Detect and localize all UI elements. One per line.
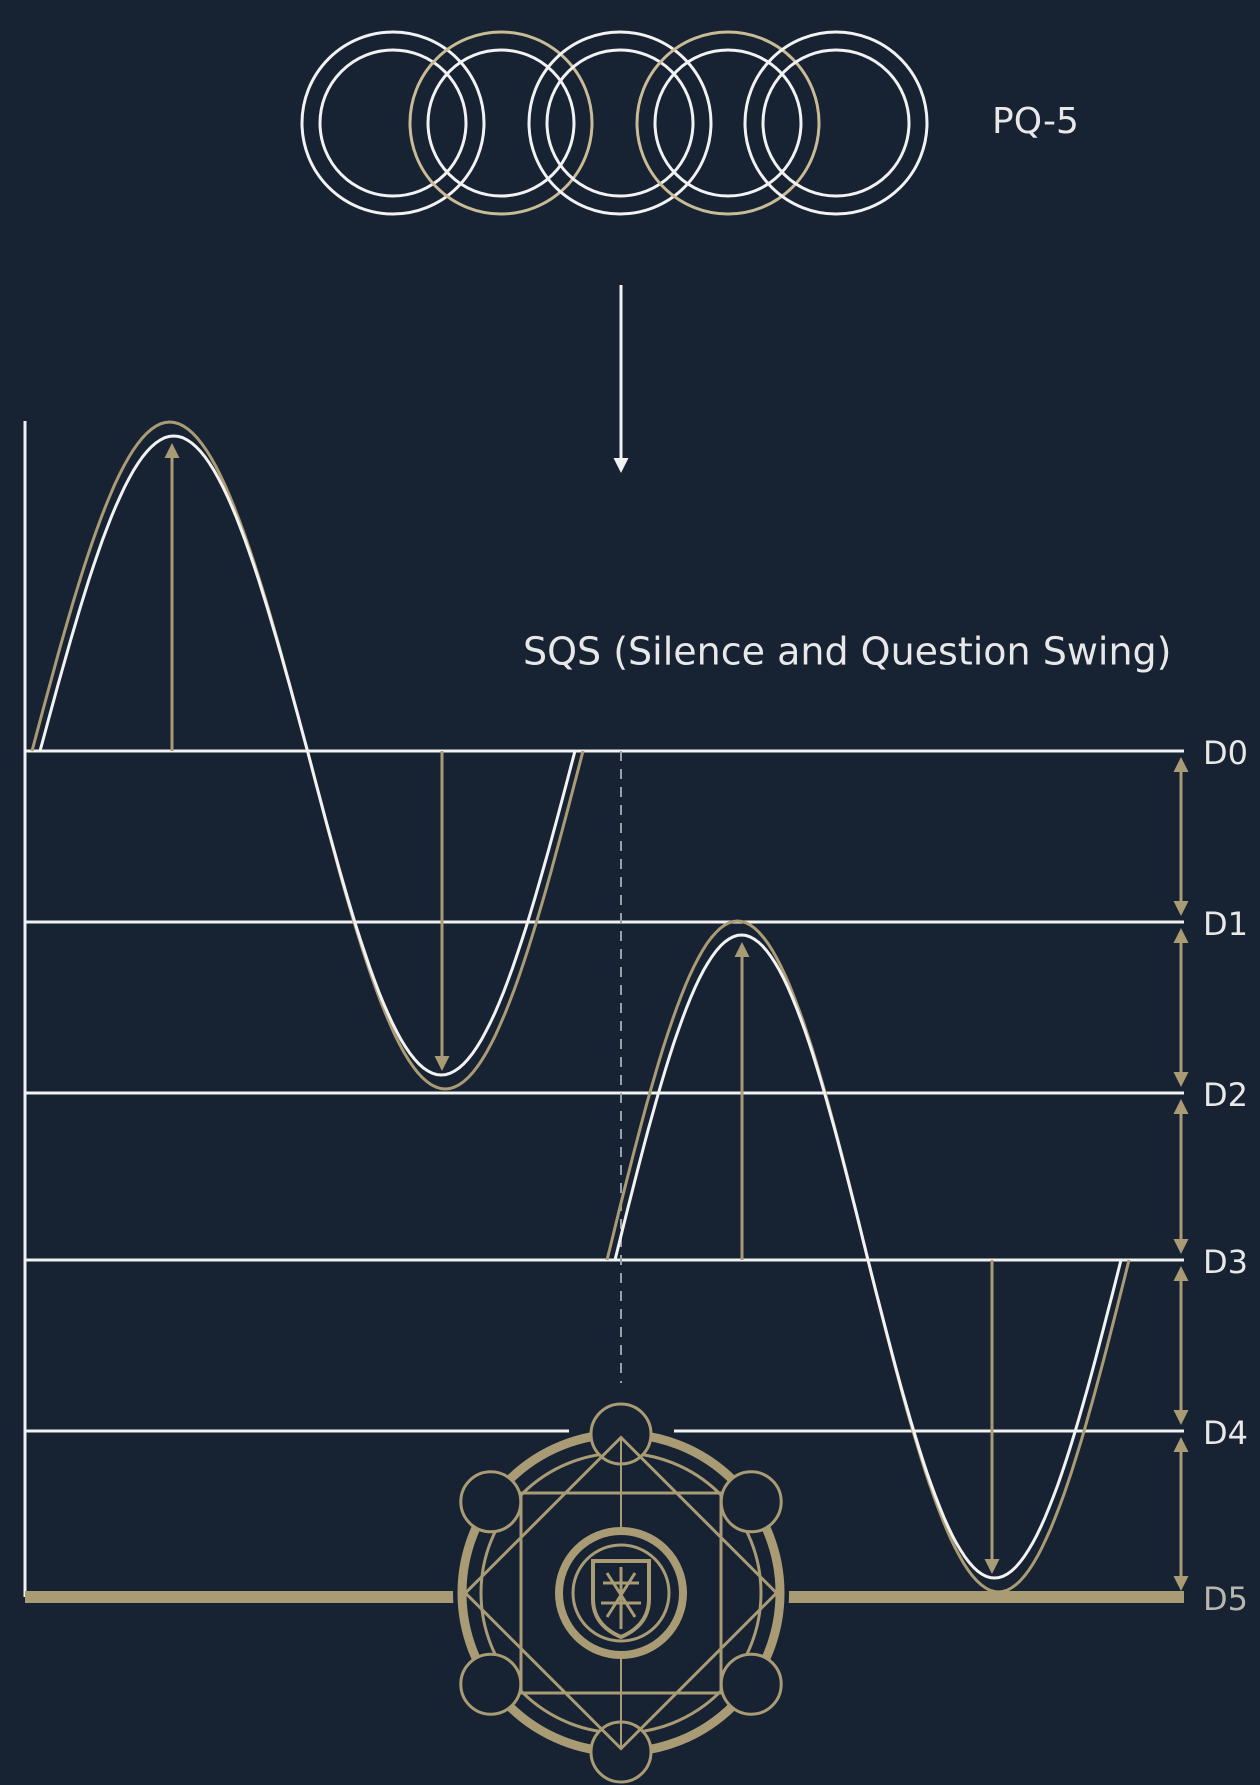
amplitude-arrows — [172, 446, 992, 1571]
level-label: D2 — [1203, 1076, 1248, 1114]
emblem-orb — [461, 1654, 521, 1714]
ring — [320, 50, 466, 196]
page: PQ-5 SQS (Silence and Question Swing) D0… — [0, 0, 1260, 1785]
level-label: D0 — [1203, 734, 1248, 772]
waves — [32, 422, 1129, 1592]
level-label: D5 — [1203, 1580, 1248, 1618]
emblem — [453, 1404, 789, 1782]
ring — [529, 32, 711, 214]
emblem-orb — [721, 1472, 781, 1532]
level-labels: D0 D1 D2 D3 D4 D5 — [1203, 734, 1248, 1618]
level-label: D3 — [1203, 1243, 1248, 1281]
level-label: D4 — [1203, 1414, 1248, 1452]
ring — [763, 50, 909, 196]
rings-icon — [302, 32, 927, 214]
wave — [40, 436, 575, 1075]
ring — [547, 50, 693, 196]
ring — [745, 32, 927, 214]
emblem-orb — [721, 1654, 781, 1714]
ring — [637, 32, 819, 214]
ring — [410, 32, 592, 214]
ring — [302, 32, 484, 214]
diagram: PQ-5 SQS (Silence and Question Swing) D0… — [0, 0, 1260, 1785]
top-label: PQ-5 — [992, 101, 1079, 142]
ring — [428, 50, 574, 196]
emblem-orb — [461, 1472, 521, 1532]
ring — [655, 50, 801, 196]
level-label: D1 — [1203, 905, 1248, 943]
diagram-title: SQS (Silence and Question Swing) — [523, 630, 1172, 674]
